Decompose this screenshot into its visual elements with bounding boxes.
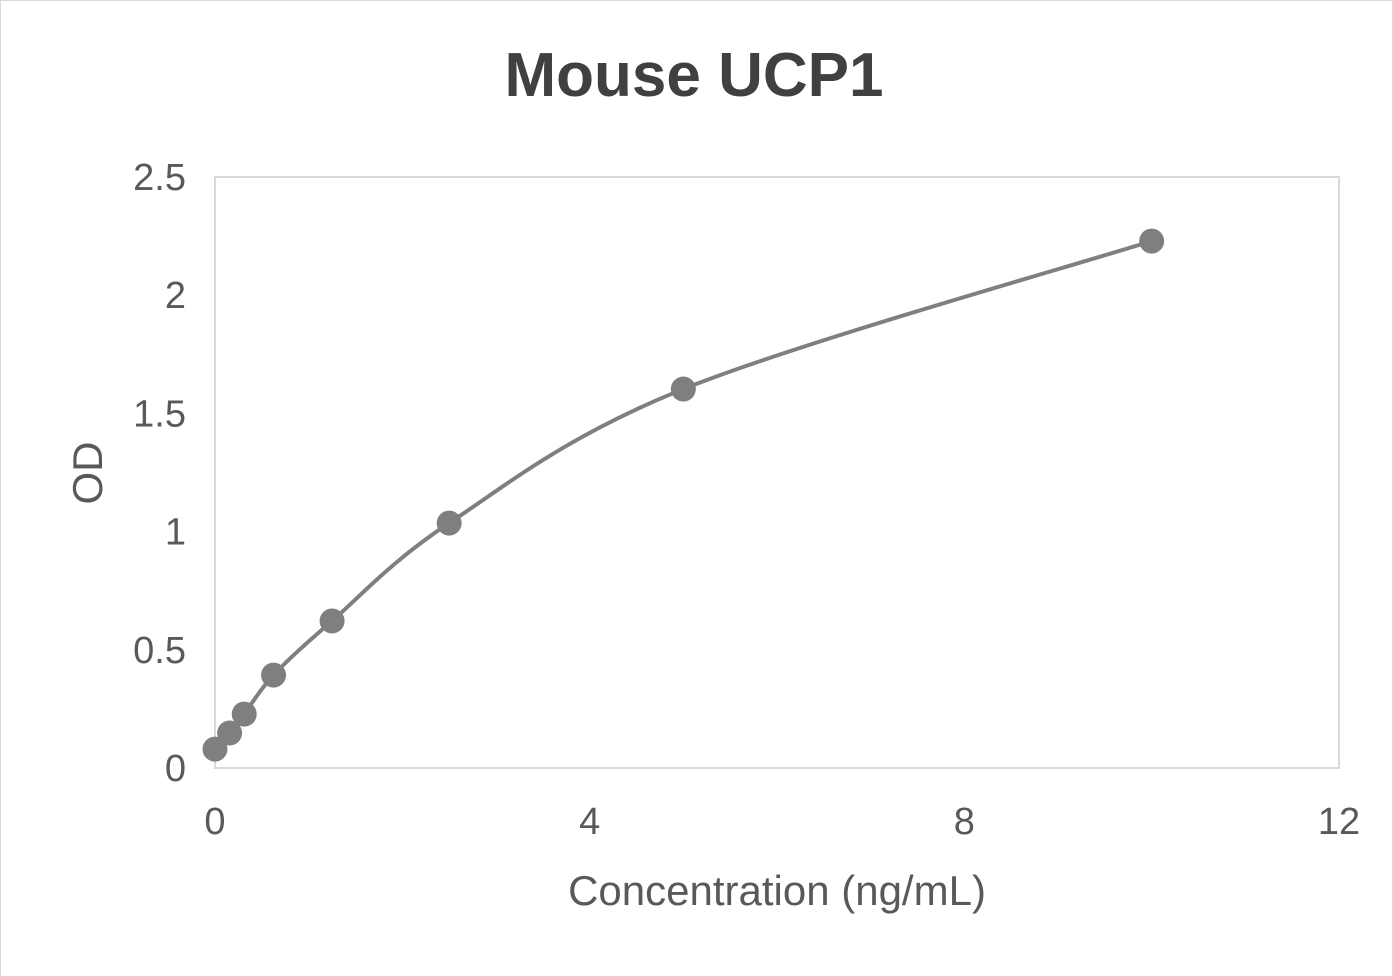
data-point xyxy=(1139,228,1165,254)
x-tick-label: 8 xyxy=(954,801,975,843)
series-line xyxy=(213,239,1153,751)
y-tick-label: 2.5 xyxy=(133,157,186,199)
data-point xyxy=(261,662,287,688)
data-point xyxy=(231,701,257,727)
y-tick-label: 1 xyxy=(165,512,186,554)
data-point xyxy=(436,510,462,536)
plot-area xyxy=(214,176,1340,769)
chart-title: Mouse UCP1 xyxy=(505,41,884,110)
y-tick-label: 2 xyxy=(165,275,186,317)
x-axis-label: Concentration (ng/mL) xyxy=(568,867,986,914)
y-tick-label: 1.5 xyxy=(133,393,186,435)
x-tick-label: 0 xyxy=(204,801,225,843)
y-tick-label: 0 xyxy=(165,748,186,790)
x-tick-label: 12 xyxy=(1318,801,1360,843)
y-axis-label: OD xyxy=(64,442,111,505)
x-tick-label: 4 xyxy=(579,801,600,843)
data-point xyxy=(217,720,243,746)
data-point xyxy=(670,376,696,402)
data-point xyxy=(202,736,228,762)
data-point xyxy=(319,608,345,634)
y-tick-label: 0.5 xyxy=(133,630,186,672)
